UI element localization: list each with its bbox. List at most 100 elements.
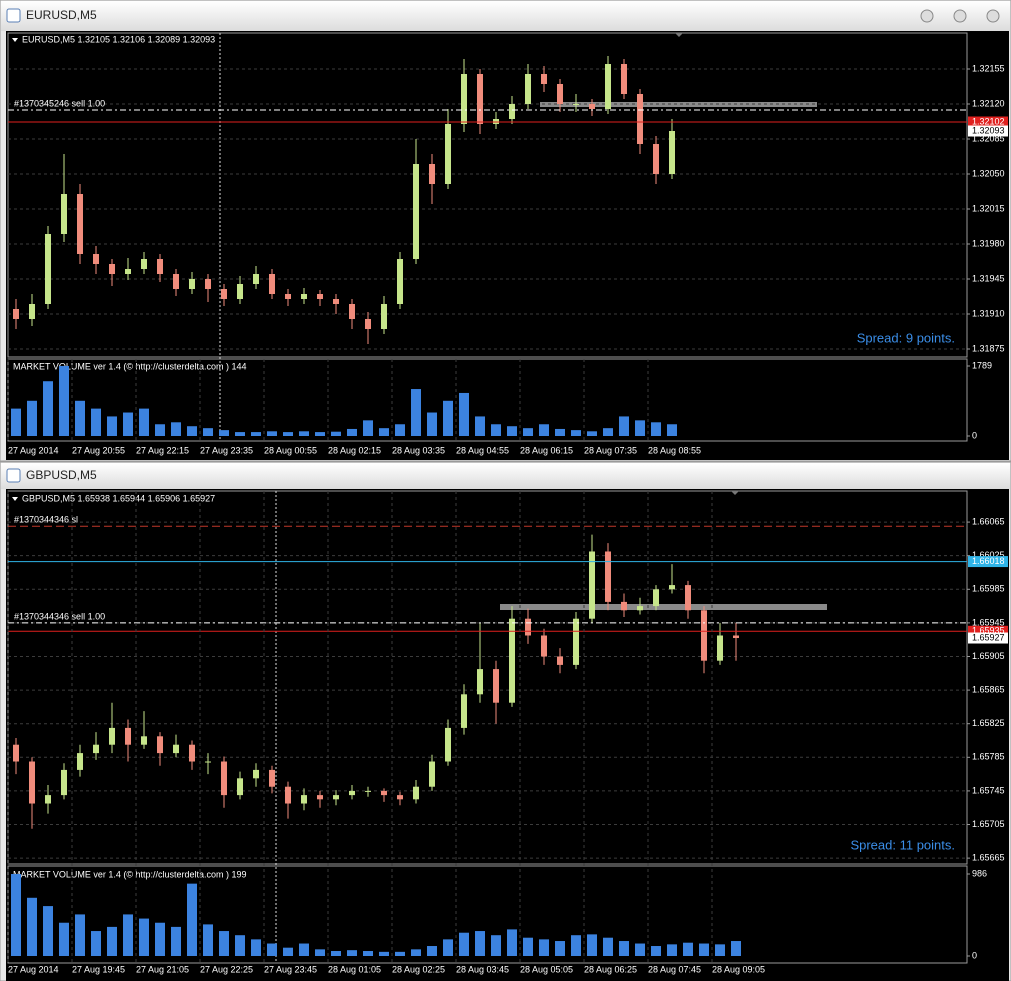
candle-body	[509, 618, 515, 703]
volume-bar	[603, 937, 613, 956]
x-tick-label: 27 Aug 23:35	[200, 445, 253, 455]
volume-bar	[187, 883, 197, 956]
price-box	[968, 625, 1008, 637]
y-tick-label: 1.65745	[972, 785, 1005, 795]
candle-body	[477, 74, 483, 124]
indicator-header: GBPUSD,M5 1.65938 1.65944 1.65906 1.6592…	[22, 493, 215, 503]
window-icon	[6, 468, 21, 483]
x-tick-label: 27 Aug 23:45	[264, 964, 317, 974]
shift-marker	[731, 491, 739, 495]
candle-body	[317, 795, 323, 800]
volume-bar	[459, 392, 469, 436]
volume-bar	[651, 946, 661, 956]
candle-body	[301, 795, 307, 804]
volume-bar	[171, 926, 181, 956]
candle-body	[381, 790, 387, 796]
volume-bar	[715, 944, 725, 956]
candle-body	[381, 304, 387, 329]
price-box-label: 1.32093	[972, 125, 1005, 135]
volume-bar	[139, 918, 149, 956]
candle-body	[109, 727, 115, 745]
candle-body	[141, 259, 147, 269]
level-bar	[500, 604, 827, 610]
x-tick-label: 27 Aug 19:45	[72, 964, 125, 974]
candle-body	[93, 744, 99, 754]
volume-bar	[539, 939, 549, 956]
volume-bar	[667, 944, 677, 956]
volume-bar	[475, 931, 485, 956]
y-tick-label: 1.32155	[972, 63, 1005, 73]
x-tick-label: 28 Aug 06:15	[520, 445, 573, 455]
candle-body	[269, 274, 275, 294]
candle-body	[77, 194, 83, 254]
volume-bar	[603, 428, 613, 436]
price-box-label: 1.32102	[972, 116, 1005, 126]
volume-bar	[555, 428, 565, 436]
candle-body	[509, 104, 515, 119]
volume-bar	[235, 432, 245, 436]
x-tick-label: 28 Aug 08:55	[648, 445, 701, 455]
y-tick-label: 1.66025	[972, 550, 1005, 560]
title-bar[interactable]	[1, 463, 1010, 489]
spread-label: Spread: 9 points.	[857, 330, 955, 345]
candle-body	[317, 294, 323, 299]
y-tick-label: 1.32015	[972, 203, 1005, 213]
order-label: #1370344346 sell 1.00	[14, 611, 105, 621]
x-tick-label: 28 Aug 07:45	[648, 964, 701, 974]
candle-body	[541, 635, 547, 657]
volume-bar	[651, 422, 661, 436]
candle-body	[221, 289, 227, 299]
candle-body	[205, 279, 211, 289]
x-tick-label: 27 Aug 2014	[8, 964, 59, 974]
title-bar[interactable]	[1, 1, 1010, 31]
volume-bar	[363, 951, 373, 956]
volume-bar	[219, 931, 229, 956]
volume-frame	[7, 358, 968, 442]
spread-label: Spread: 11 points.	[850, 837, 955, 852]
volume-bar	[123, 914, 133, 956]
candle-body	[29, 761, 35, 804]
x-tick-label: 28 Aug 02:25	[392, 964, 445, 974]
candle-body	[605, 64, 611, 109]
y-tick-label: 1.65865	[972, 684, 1005, 694]
close-button[interactable]	[986, 9, 1000, 23]
candle-body	[237, 778, 243, 796]
price-box-label: 1.66018	[972, 556, 1005, 566]
candle-body	[669, 131, 675, 174]
candle-body	[429, 164, 435, 184]
candle-body	[301, 294, 307, 299]
window-title: EURUSD,M5	[26, 8, 97, 22]
y-tick-label: 1.65945	[972, 617, 1005, 627]
volume-bar	[571, 430, 581, 436]
x-tick-label: 28 Aug 01:05	[328, 964, 381, 974]
candle-body	[13, 309, 19, 319]
maximize-button[interactable]	[953, 9, 967, 23]
x-tick-label: 28 Aug 09:05	[712, 964, 765, 974]
minimize-button[interactable]	[920, 9, 934, 23]
candle-body	[141, 736, 147, 745]
volume-bar	[411, 389, 421, 436]
candle-body	[653, 589, 659, 607]
x-tick-label: 28 Aug 03:45	[456, 964, 509, 974]
volume-bar	[123, 412, 133, 436]
candle-body	[365, 319, 371, 329]
candle-body	[413, 786, 419, 800]
volume-bar	[443, 400, 453, 436]
volume-bar	[315, 949, 325, 956]
volume-bar	[75, 914, 85, 956]
x-tick-label: 27 Aug 22:25	[200, 964, 253, 974]
y-tick-label: 0	[972, 430, 977, 440]
candle-body	[573, 104, 579, 105]
volume-bar	[139, 408, 149, 436]
volume-bar	[507, 929, 517, 956]
y-tick-label: 1.32050	[972, 168, 1005, 178]
volume-bar	[523, 937, 533, 956]
candle-body	[573, 618, 579, 665]
volume-bar	[251, 939, 261, 956]
y-tick-label: 1.32085	[972, 133, 1005, 143]
volume-bar	[619, 941, 629, 956]
volume-bar	[91, 931, 101, 956]
volume-bar	[155, 424, 165, 436]
y-tick-label: 1.66065	[972, 516, 1005, 526]
